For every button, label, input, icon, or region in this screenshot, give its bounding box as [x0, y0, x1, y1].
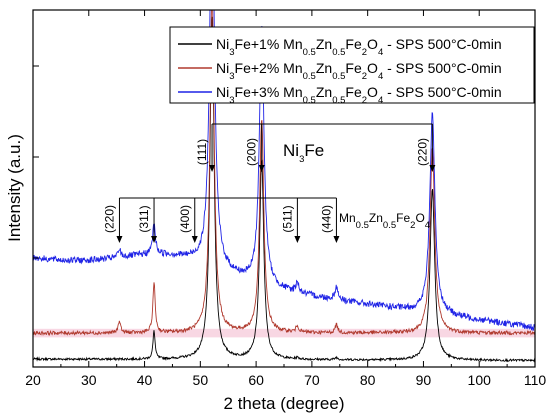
ferrite-peak-5-arrowhead [333, 236, 340, 243]
ferrite-label: Mn0.5Zn0.5Fe2O4 [339, 211, 430, 231]
y-axis-title: Intensity (a.u.) [5, 134, 24, 242]
ferrite-hkl-label: (400) [178, 205, 192, 233]
x-tick-label: 20 [25, 372, 41, 388]
ni3fe-hkl-label: (111) [195, 139, 209, 165]
ferrite-peak-4-arrowhead [294, 236, 301, 243]
legend-entry-3: Ni3Fe+3% Mn0.5Zn0.5Fe2O4 - SPS 500°C-0mi… [216, 84, 502, 106]
ferrite-hkl-label: (311) [137, 205, 151, 232]
legend-entry-2: Ni3Fe+2% Mn0.5Zn0.5Fe2O4 - SPS 500°C-0mi… [216, 60, 502, 82]
series-band-2 [33, 328, 535, 338]
ni3fe-peak-2-arrowhead [258, 165, 265, 172]
x-axis-title: 2 theta (degree) [224, 394, 345, 413]
x-tick-label: 110 [524, 372, 547, 388]
x-tick-label: 80 [360, 372, 376, 388]
series-line-2 [33, 10, 535, 337]
legend-entry-1: Ni3Fe+1% Mn0.5Zn0.5Fe2O4 - SPS 500°C-0mi… [216, 36, 502, 58]
ni3fe-hkl-label: (220) [415, 138, 429, 166]
ferrite-hkl-label: (440) [319, 205, 333, 233]
ferrite-hkl-label: (220) [102, 205, 116, 233]
ferrite-hkl-label: (511) [280, 205, 294, 232]
x-tick-label: 40 [137, 372, 153, 388]
x-tick-label: 30 [81, 372, 97, 388]
ni3fe-label: Ni3Fe [283, 141, 324, 165]
ferrite-peak-1-arrowhead [116, 236, 123, 243]
x-tick-label: 90 [416, 372, 432, 388]
ferrite-peak-3-arrowhead [191, 236, 198, 243]
ni3fe-hkl-label: (200) [245, 138, 259, 166]
x-tick-label: 50 [193, 372, 209, 388]
legend-box [169, 26, 535, 104]
x-tick-label: 60 [248, 372, 264, 388]
ni3fe-peak-1-arrowhead [209, 165, 216, 172]
ferrite-peak-2-arrowhead [151, 236, 158, 243]
x-tick-label: 100 [468, 372, 492, 388]
legend: Ni3Fe+1% Mn0.5Zn0.5Fe2O4 - SPS 500°C-0mi… [169, 26, 535, 106]
series-line-1 [33, 16, 535, 363]
x-tick-label: 70 [304, 372, 320, 388]
ni3fe-peak-3-arrowhead [429, 165, 436, 172]
series-line-3 [33, 10, 535, 332]
